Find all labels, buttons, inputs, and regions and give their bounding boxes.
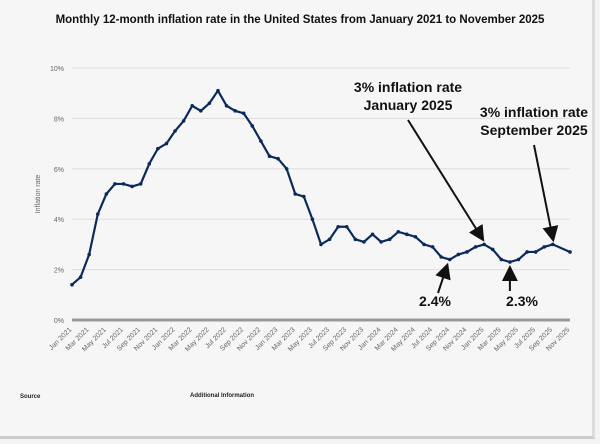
- data-point: [138, 182, 143, 186]
- annotation-arrow: [533, 144, 559, 243]
- data-point: [336, 224, 340, 229]
- annotation-text: 2.3%: [506, 293, 538, 309]
- annotation-text: 3% inflation rate: [354, 79, 462, 95]
- chart-title: Monthly 12-month inflation rate in the U…: [55, 14, 545, 26]
- y-tick-label: 2%: [54, 268, 64, 275]
- annotation-text: September 2025: [480, 122, 588, 138]
- data-point: [250, 124, 255, 128]
- data-point: [198, 109, 203, 113]
- data-point: [121, 182, 126, 186]
- data-point: [113, 182, 117, 186]
- data-point: [568, 250, 572, 254]
- data-point: [276, 156, 280, 161]
- data-point: [465, 250, 469, 254]
- annotation-arrow: [435, 262, 451, 294]
- data-point: [70, 282, 74, 287]
- data-point: [190, 104, 195, 108]
- data-point: [104, 192, 109, 196]
- data-point: [87, 252, 91, 257]
- data-point: [551, 242, 555, 247]
- data-point: [327, 237, 332, 242]
- data-point: [413, 235, 418, 239]
- data-point: [430, 245, 435, 249]
- y-tick-label: 8%: [54, 116, 64, 123]
- data-point: [422, 242, 426, 247]
- data-point: [259, 139, 263, 143]
- data-point: [396, 230, 401, 234]
- y-tick-label: 0%: [54, 318, 64, 325]
- data-point: [447, 257, 452, 262]
- additional-info-label: Additional Information: [190, 393, 254, 399]
- data-point: [379, 240, 383, 244]
- data-point: [293, 192, 298, 196]
- data-point: [130, 184, 134, 189]
- data-point: [147, 161, 152, 166]
- y-tick-label: 6%: [54, 167, 64, 174]
- data-point: [95, 212, 100, 216]
- y-axis-label: Inflation rate: [35, 175, 42, 214]
- y-tick-label: 4%: [54, 217, 64, 224]
- annotation-text: January 2025: [364, 97, 453, 113]
- data-point: [319, 242, 323, 247]
- data-point: [353, 237, 358, 242]
- data-point: [267, 154, 272, 158]
- data-point: [473, 245, 478, 249]
- data-point: [387, 237, 392, 242]
- data-point: [344, 224, 349, 229]
- data-point: [216, 88, 220, 93]
- data-point: [533, 250, 538, 254]
- data-point: [156, 146, 160, 151]
- data-point: [490, 247, 495, 252]
- data-point: [499, 257, 504, 262]
- y-tick-label: 10%: [50, 66, 64, 73]
- data-point: [439, 255, 444, 259]
- data-point: [164, 141, 169, 146]
- data-point: [302, 194, 306, 199]
- data-point: [284, 167, 289, 171]
- data-point: [456, 252, 461, 257]
- data-point: [241, 111, 246, 116]
- data-point: [508, 260, 512, 264]
- data-point: [542, 245, 547, 249]
- data-point: [516, 257, 521, 262]
- data-point: [482, 242, 486, 247]
- source-label: Source: [20, 394, 41, 400]
- data-point: [233, 109, 237, 113]
- data-point: [370, 232, 375, 237]
- data-point: [525, 250, 529, 254]
- data-point: [181, 119, 186, 123]
- data-point: [224, 104, 229, 108]
- data-point: [362, 240, 366, 244]
- annotation-text: 2.4%: [419, 293, 451, 309]
- series-line: [71, 88, 571, 286]
- data-point: [207, 101, 212, 106]
- data-point: [78, 275, 83, 279]
- data-point: [405, 232, 409, 237]
- data-point: [173, 129, 177, 133]
- source-block: Source: [20, 393, 40, 401]
- annotation-arrow: [407, 119, 485, 242]
- annotation-text: 3% inflation rate: [480, 104, 588, 120]
- data-point: [310, 217, 315, 221]
